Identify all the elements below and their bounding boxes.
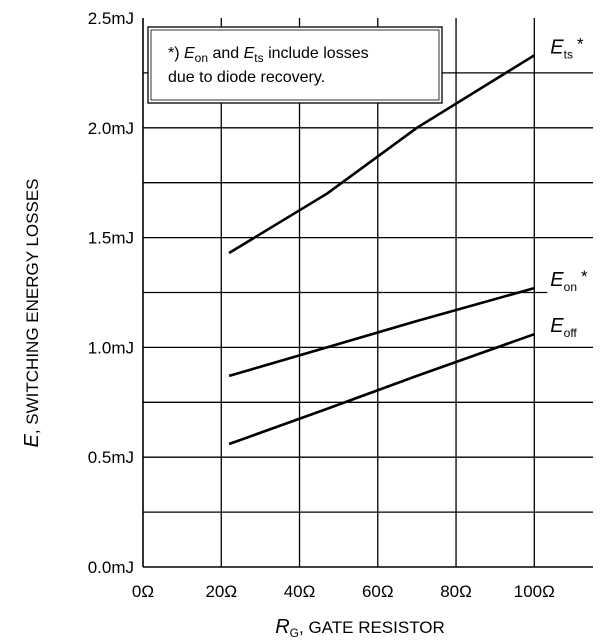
y-tick-labels: 0.0mJ 0.5mJ 1.0mJ 1.5mJ 2.0mJ 2.5mJ [88, 9, 134, 577]
x-axis-title: RG, GATE RESISTOR [275, 616, 445, 640]
y-tick-label: 2.5mJ [88, 9, 134, 28]
series-label-bg [547, 268, 596, 295]
x-tick-labels: 0Ω 20Ω 40Ω 60Ω 80Ω 100Ω [132, 582, 555, 601]
x-tick-label: 100Ω [514, 582, 555, 601]
annotation-box: *) Eon and Ets include losses due to dio… [147, 26, 443, 104]
y-tick-label: 0.0mJ [88, 558, 134, 577]
series-line-Eon* [228, 286, 535, 378]
annotation-inner-frame [150, 29, 440, 101]
x-tick-label: 60Ω [362, 582, 394, 601]
annotation-frame [147, 26, 443, 104]
x-tick-label: 40Ω [284, 582, 316, 601]
series-lines [228, 54, 535, 446]
x-tick-label: 80Ω [440, 582, 472, 601]
y-axis-title: E, SWITCHING ENERGY LOSSES [21, 178, 43, 447]
y-tick-label: 1.0mJ [88, 338, 134, 357]
series-label-bg [547, 314, 596, 341]
series-label-bg [547, 35, 596, 62]
series-label-Ets*: Ets* [550, 34, 584, 61]
series-labels: Ets* Eon* Eoff [547, 34, 596, 341]
series-line-Eoff [228, 332, 535, 446]
y-tick-label: 0.5mJ [88, 448, 134, 467]
axes [142, 18, 593, 568]
annotation-line-1: *) Eon and Ets include losses [168, 45, 369, 65]
series-label-Eon*: Eon* [550, 267, 588, 294]
y-tick-label: 2.0mJ [88, 119, 134, 138]
series-label-Eoff: Eoff [550, 315, 577, 340]
series-line-Ets* [228, 54, 535, 255]
x-tick-label: 20Ω [205, 582, 237, 601]
x-tick-label: 0Ω [132, 582, 154, 601]
annotation-line-2: due to diode recovery. [168, 69, 325, 86]
y-tick-label: 1.5mJ [88, 229, 134, 248]
